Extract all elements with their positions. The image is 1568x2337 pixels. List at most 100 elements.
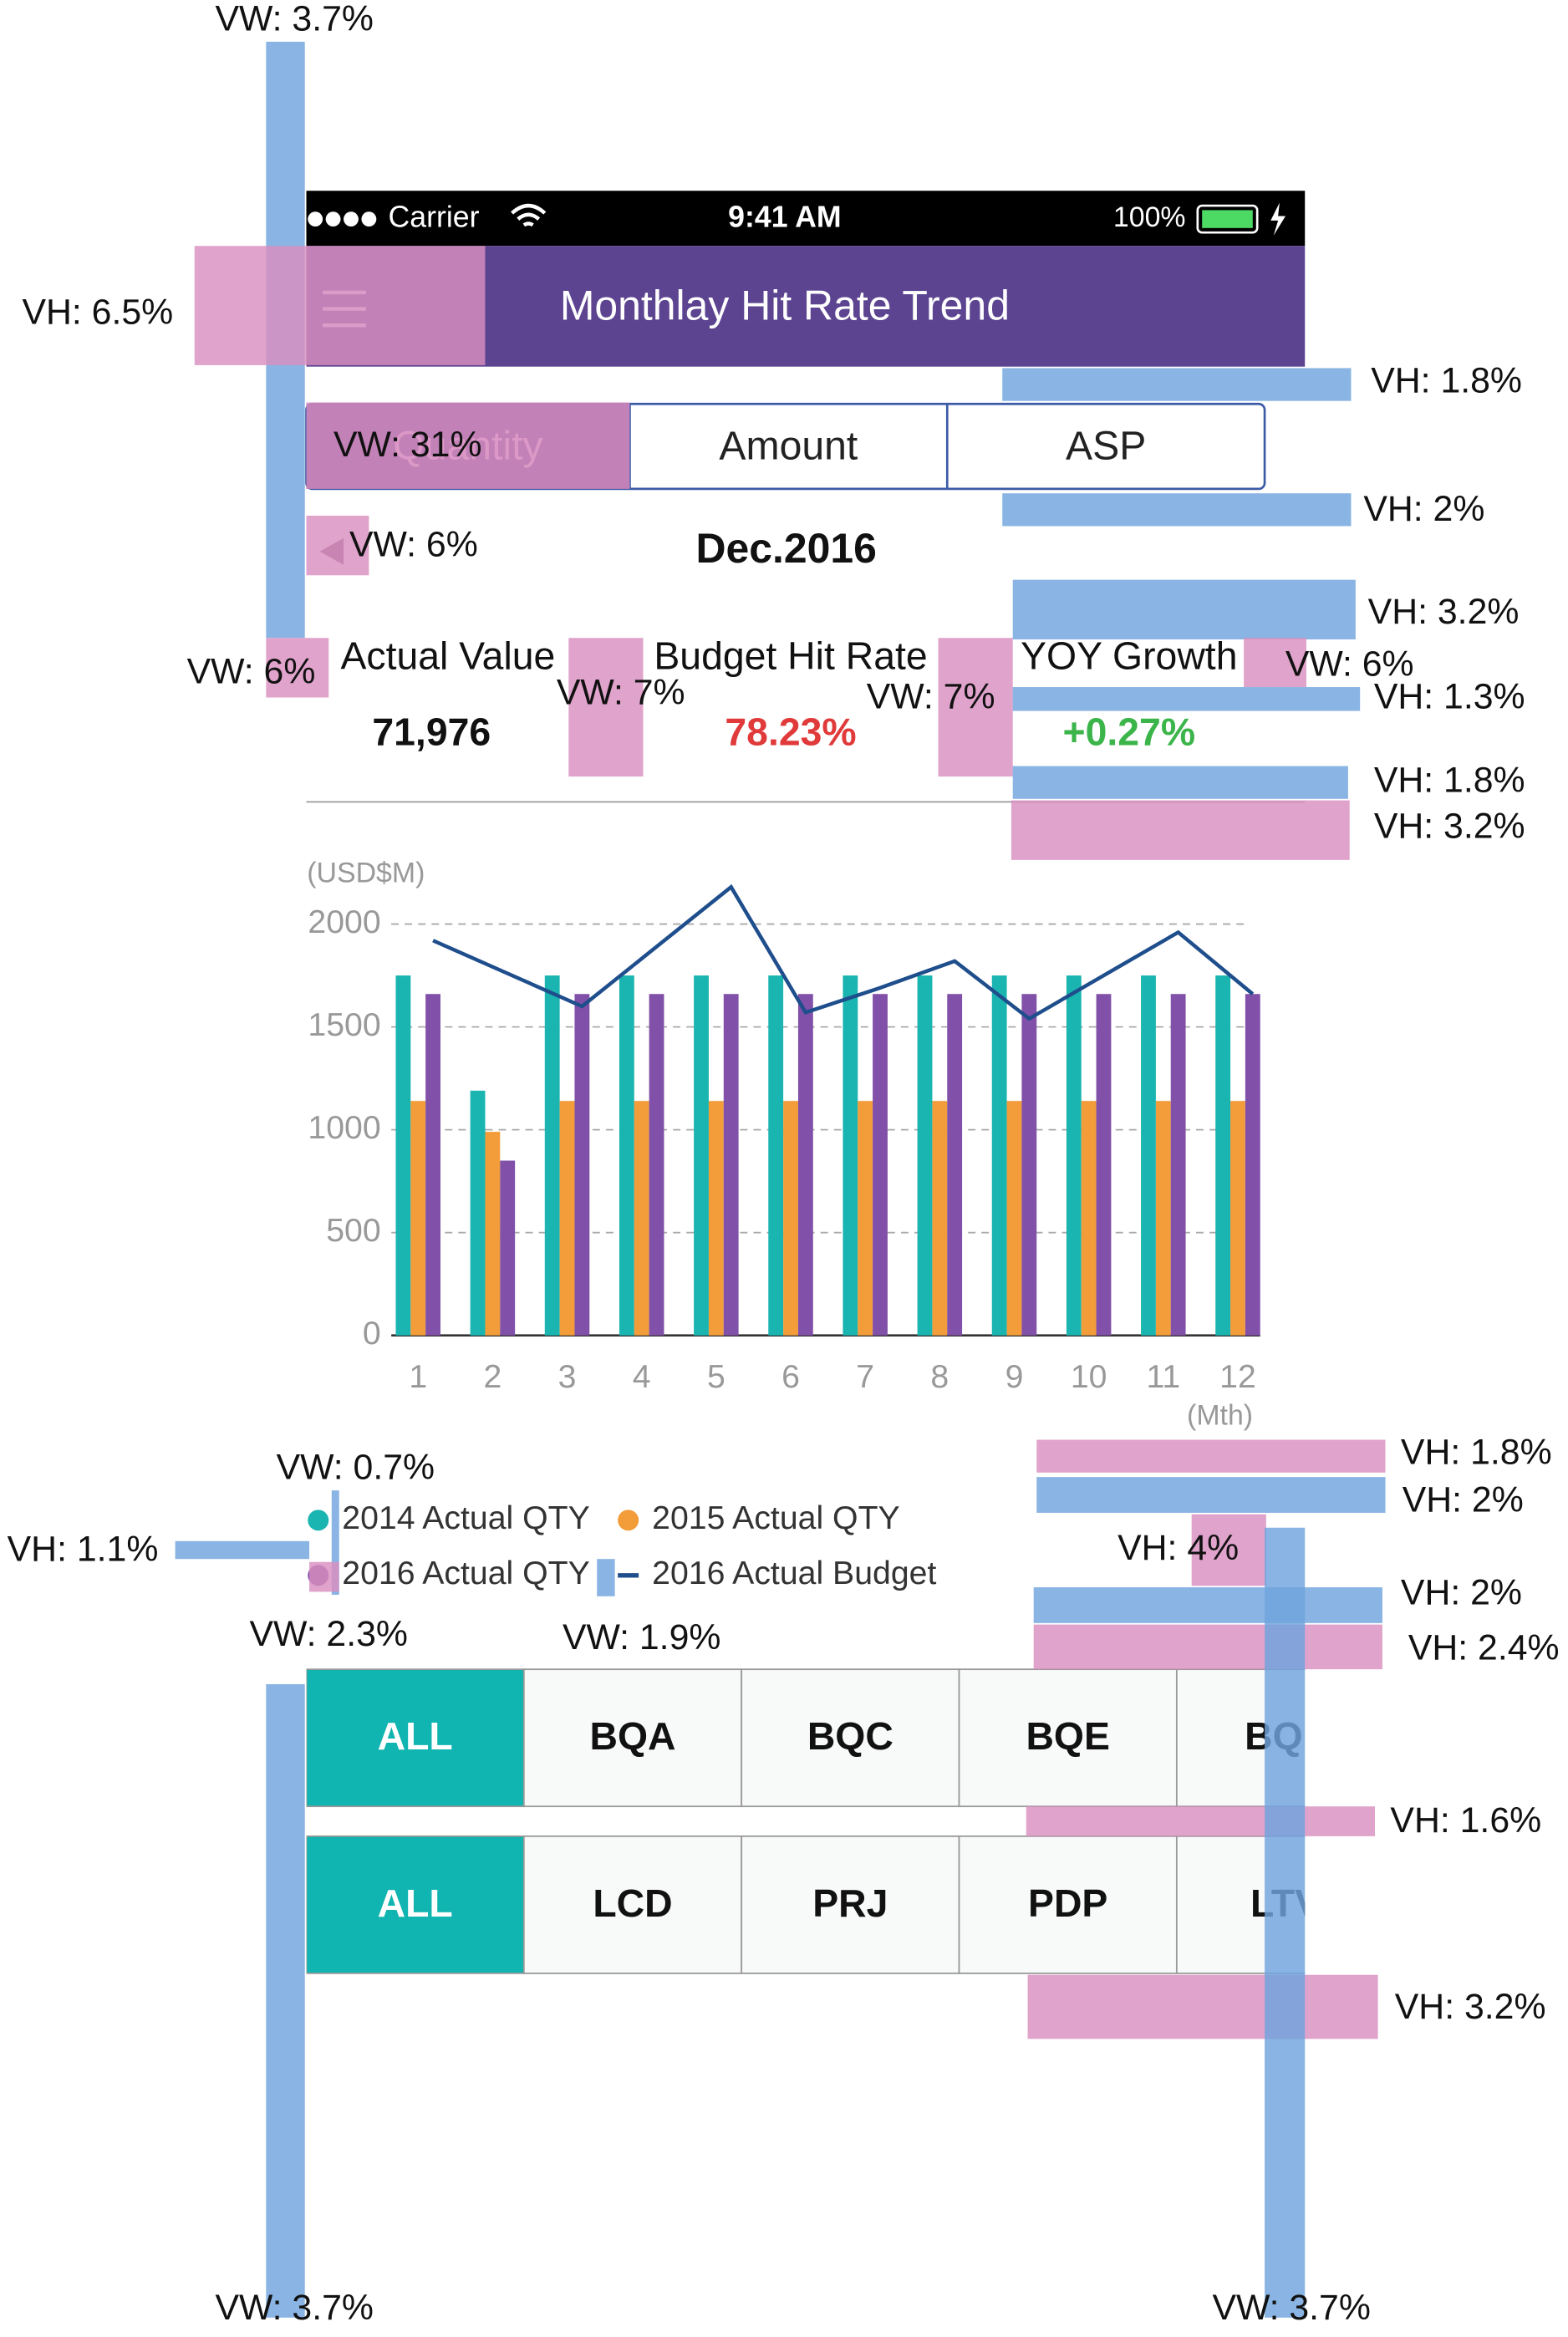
spec-overlay: [938, 638, 1013, 777]
spec-overlay: [266, 1683, 305, 2318]
bar: [425, 994, 440, 1336]
spec-overlay: [1244, 638, 1306, 688]
filter-button[interactable]: [741, 1835, 960, 1974]
spec-label: VW: 2.3%: [250, 1614, 408, 1654]
metric-label: Budget Hit Rate: [654, 634, 927, 677]
x-tick-label: 3: [558, 1358, 577, 1395]
bar: [1081, 1101, 1097, 1336]
spec-overlay: [1033, 1624, 1382, 1670]
tab-label[interactable]: Amount: [719, 423, 858, 468]
spec-label: VH: 4%: [1117, 1528, 1239, 1568]
bar: [1066, 975, 1082, 1336]
bar: [1155, 1101, 1171, 1336]
spec-label: VH: 1.6%: [1390, 1800, 1541, 1841]
spec-overlay: [597, 1559, 615, 1596]
spec-overlay: [1033, 1587, 1382, 1623]
filter-label[interactable]: PDP: [1028, 1881, 1107, 1925]
x-tick-label: 4: [633, 1358, 651, 1395]
spec-label: VH: 1.8%: [1371, 361, 1522, 401]
bar: [395, 975, 411, 1336]
filter-button[interactable]: [522, 1668, 743, 1808]
filter-button[interactable]: [306, 1835, 525, 1974]
filter-label[interactable]: BQC: [807, 1714, 893, 1758]
spec-overlay: [1012, 579, 1356, 639]
spec-overlay: [1191, 1514, 1266, 1586]
bar: [634, 1101, 649, 1336]
spec-overlay: [194, 246, 486, 365]
bar: [708, 1101, 724, 1336]
bar: [783, 1101, 798, 1336]
spec-overlay: [1026, 1806, 1376, 1836]
spec-label: VW: 6%: [1285, 644, 1414, 684]
bar: [410, 1101, 426, 1336]
battery-level: [1202, 210, 1253, 228]
spec-overlay: [1012, 766, 1348, 799]
bar: [619, 975, 634, 1336]
filter-label[interactable]: ALL: [378, 1714, 453, 1758]
y-tick-label: 0: [363, 1315, 381, 1352]
x-unit: (Mth): [1187, 1400, 1253, 1432]
bar: [544, 975, 560, 1336]
spec-label: VW: 3.7%: [216, 2288, 374, 2328]
spec-label: VW: 7%: [557, 672, 685, 712]
time: 9:41 AM: [728, 201, 841, 234]
bar: [470, 1090, 486, 1336]
filter-button[interactable]: [522, 1835, 743, 1974]
spec-label: VW: 0.7%: [277, 1447, 435, 1487]
charge-icon: [1270, 202, 1286, 236]
filter-area: ALLBQABQCBQEBQLALLLCDPRJPDPLTV: [306, 1668, 1306, 1974]
bar: [991, 975, 1007, 1336]
bar: [858, 1101, 873, 1336]
bar: [843, 975, 858, 1336]
y-tick-label: 2000: [308, 904, 380, 940]
filter-button[interactable]: [306, 1668, 525, 1808]
budget-line: [432, 883, 1255, 1021]
bar: [1006, 1101, 1022, 1336]
spec-overlay: [309, 1561, 339, 1592]
spec-label: VH: 3.2%: [1395, 1987, 1546, 2027]
spec-label: VH: 2%: [1401, 1572, 1522, 1612]
signal-dot: [325, 211, 341, 227]
bar: [1245, 994, 1260, 1336]
spec-overlay: [1265, 1527, 1306, 2318]
x-tick-label: 2: [483, 1358, 501, 1395]
x-tick-label: 5: [707, 1358, 725, 1395]
x-tick-label: 8: [930, 1358, 949, 1395]
spec-label: VW: 6%: [349, 525, 478, 565]
filter-button[interactable]: [741, 1668, 960, 1808]
x-tick-label: 7: [856, 1358, 874, 1395]
bar: [559, 1101, 575, 1336]
spec-label: VH: 3.2%: [1374, 807, 1525, 847]
spec-label: VH: 1.8%: [1401, 1433, 1552, 1473]
metric-value: 78.23%: [725, 710, 856, 753]
filter-button[interactable]: [958, 1835, 1178, 1974]
spec-overlay: [306, 402, 630, 489]
bar: [947, 994, 963, 1336]
carrier: Carrier: [389, 201, 480, 234]
spec-overlay: [1027, 1974, 1378, 2039]
bar: [500, 1160, 516, 1336]
tab-label[interactable]: ASP: [1066, 423, 1146, 468]
bar: [694, 975, 709, 1336]
date: Dec.2016: [695, 525, 876, 572]
bar: [873, 994, 888, 1336]
legend-marker: [308, 1510, 329, 1531]
filter-label[interactable]: BQE: [1026, 1714, 1109, 1758]
y-unit: (USD$M): [307, 858, 425, 889]
bar: [649, 994, 664, 1336]
signal-dot: [308, 211, 323, 227]
status-bar: [306, 191, 1306, 247]
metric-label: YOY Growth: [1021, 634, 1237, 677]
filter-label[interactable]: ALL: [378, 1881, 453, 1925]
spec-label: VH: 1.3%: [1374, 677, 1525, 717]
filter-label[interactable]: PRJ: [812, 1881, 888, 1925]
spec-label: VW: 3.7%: [1212, 2288, 1370, 2328]
spec-label: VH: 1.1%: [8, 1530, 159, 1570]
metric-value: 71,976: [372, 710, 491, 753]
filter-label[interactable]: LCD: [593, 1881, 672, 1925]
legend-label: 2015 Actual QTY: [652, 1499, 900, 1536]
bar: [917, 975, 933, 1336]
signal-dot: [361, 211, 377, 227]
filter-label[interactable]: BQA: [589, 1714, 675, 1758]
